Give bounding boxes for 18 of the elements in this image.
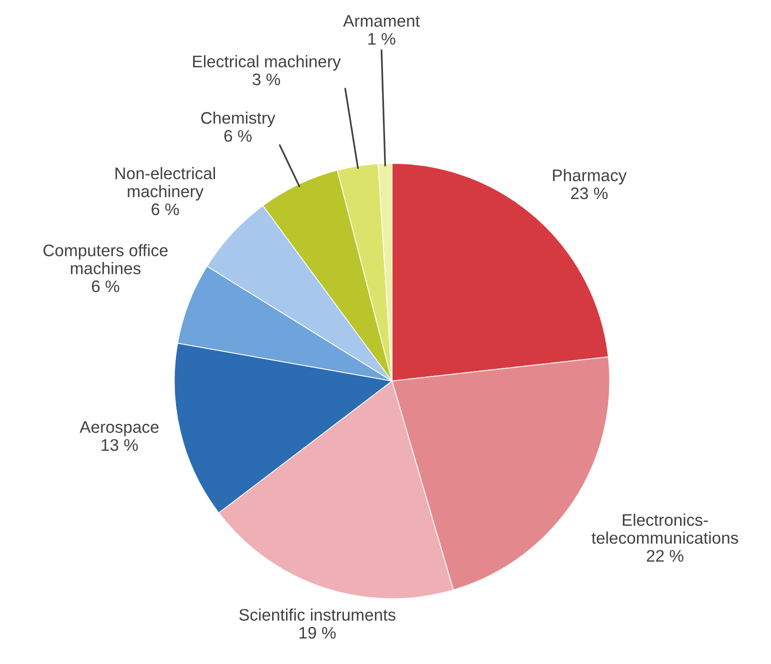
data-label: 22 % xyxy=(646,550,684,562)
slice-label: Scientific instruments xyxy=(239,608,396,621)
slice-label: Aerospace xyxy=(80,421,159,436)
slice-label: Electronics- telecommunications xyxy=(592,514,738,544)
data-label: 1 % xyxy=(368,33,396,45)
data-label: 13 % xyxy=(102,439,138,451)
slice-label: Chemistry xyxy=(201,112,276,128)
data-label: 19 % xyxy=(300,626,336,639)
slice-label: Computers office machines xyxy=(43,244,168,274)
slice-label: Non-electrical machinery xyxy=(116,167,215,201)
data-label: 6 % xyxy=(224,130,252,142)
data-label: 23 % xyxy=(571,187,608,200)
data-label: 6 % xyxy=(152,203,179,216)
data-label: 3 % xyxy=(252,74,280,86)
slice-label: Electrical machinery xyxy=(193,55,341,71)
slice-label: Armament xyxy=(343,15,420,27)
data-label: 6 % xyxy=(92,280,120,292)
slice-label: Pharmacy xyxy=(553,169,627,185)
